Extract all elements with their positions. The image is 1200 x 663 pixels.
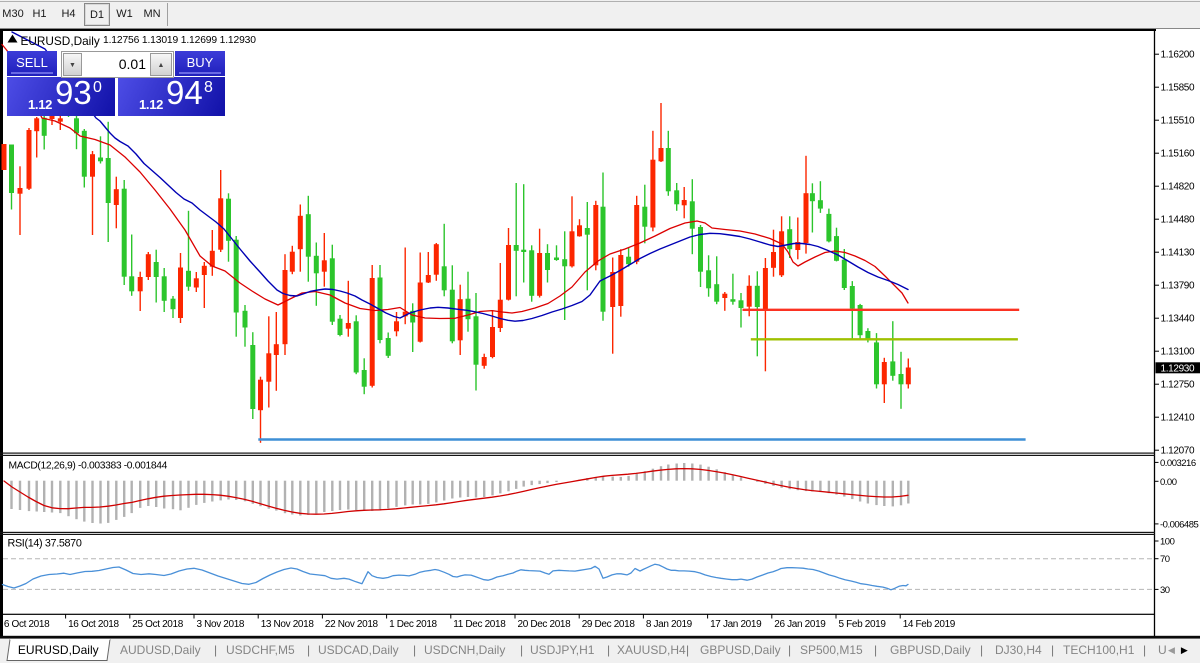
svg-text:100: 100 bbox=[1160, 537, 1175, 548]
svg-text:1 Dec 2018: 1 Dec 2018 bbox=[389, 619, 437, 630]
svg-text:3 Nov 2018: 3 Nov 2018 bbox=[197, 619, 245, 630]
svg-text:1.16200: 1.16200 bbox=[1161, 50, 1195, 61]
svg-text:20 Dec 2018: 20 Dec 2018 bbox=[518, 619, 572, 630]
svg-text:29 Dec 2018: 29 Dec 2018 bbox=[582, 619, 636, 630]
svg-text:0.003216: 0.003216 bbox=[1160, 458, 1196, 469]
svg-text:1.12070: 1.12070 bbox=[1161, 446, 1195, 457]
svg-text:13 Nov 2018: 13 Nov 2018 bbox=[261, 619, 315, 630]
svg-text:1.12410: 1.12410 bbox=[1161, 413, 1195, 424]
svg-text:1.15850: 1.15850 bbox=[1161, 83, 1195, 94]
svg-text:8 Jan 2019: 8 Jan 2019 bbox=[646, 619, 693, 630]
svg-text:1.14130: 1.14130 bbox=[1161, 248, 1195, 259]
svg-text:30: 30 bbox=[1160, 585, 1170, 596]
svg-text:25 Oct 2018: 25 Oct 2018 bbox=[132, 619, 183, 630]
svg-text:11 Dec 2018: 11 Dec 2018 bbox=[453, 619, 506, 630]
svg-text:16 Oct 2018: 16 Oct 2018 bbox=[68, 619, 119, 630]
svg-text:70: 70 bbox=[1160, 554, 1170, 565]
svg-text:1.14480: 1.14480 bbox=[1161, 215, 1195, 226]
svg-text:MACD(12,26,9) -0.003383 -0.001: MACD(12,26,9) -0.003383 -0.001844 bbox=[9, 461, 168, 472]
svg-text:1.13440: 1.13440 bbox=[1161, 314, 1195, 325]
svg-text:26 Jan 2019: 26 Jan 2019 bbox=[774, 619, 826, 630]
svg-text:0.00: 0.00 bbox=[1160, 477, 1177, 488]
svg-text:1.13100: 1.13100 bbox=[1161, 347, 1195, 358]
svg-text:1.12750: 1.12750 bbox=[1161, 380, 1195, 391]
svg-text:-0.006485: -0.006485 bbox=[1160, 519, 1199, 530]
svg-text:1.14820: 1.14820 bbox=[1161, 182, 1195, 193]
svg-text:1.15510: 1.15510 bbox=[1161, 116, 1195, 127]
svg-text:1.15160: 1.15160 bbox=[1161, 149, 1195, 160]
svg-text:22 Nov 2018: 22 Nov 2018 bbox=[325, 619, 379, 630]
svg-text:14 Feb 2019: 14 Feb 2019 bbox=[903, 619, 956, 630]
svg-text:5 Feb 2019: 5 Feb 2019 bbox=[839, 619, 887, 630]
svg-text:RSI(14) 37.5870: RSI(14) 37.5870 bbox=[8, 538, 82, 550]
svg-text:1.12930: 1.12930 bbox=[1161, 363, 1195, 374]
svg-text:17 Jan 2019: 17 Jan 2019 bbox=[710, 619, 762, 630]
svg-text:1.13790: 1.13790 bbox=[1161, 281, 1195, 292]
svg-text:6 Oct 2018: 6 Oct 2018 bbox=[4, 619, 50, 630]
